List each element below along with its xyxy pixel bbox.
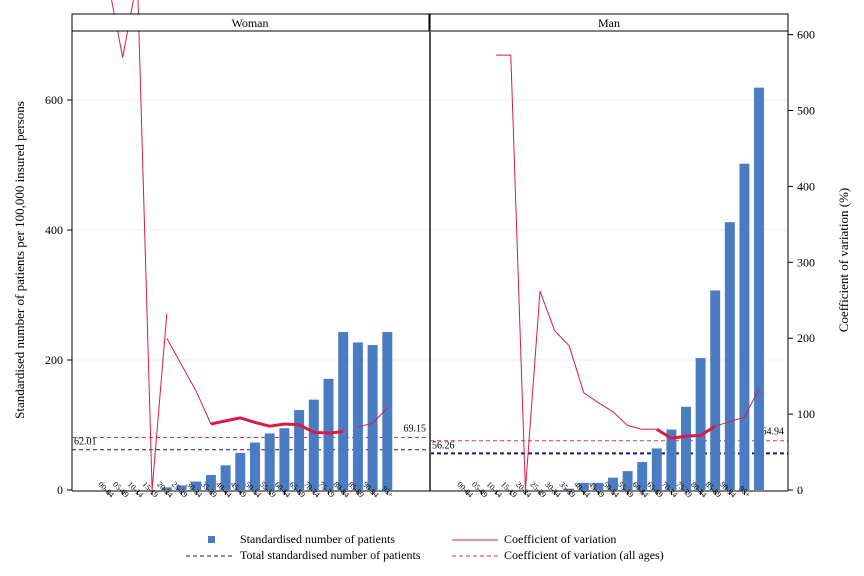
legend-bar-swatch [208, 536, 215, 543]
x-tick-label: 45-49 [229, 480, 249, 500]
bar-man [754, 87, 764, 491]
bar-woman [264, 433, 275, 490]
x-tick-label: 75-79 [317, 480, 337, 500]
left-axis-title: Standardised number of patients per 100,… [12, 101, 27, 419]
x-tick-label: 35-39 [199, 480, 219, 500]
total-label-man: 56.26 [432, 440, 455, 451]
right-tick-label: 0 [797, 483, 803, 497]
cv-line-man [715, 388, 760, 427]
left-tick-label: 0 [57, 483, 63, 497]
left-tick-label: 400 [45, 223, 63, 237]
bar-man [651, 448, 662, 490]
bar-man [710, 290, 721, 490]
legend-bars-label: Standardised number of patients [240, 532, 395, 546]
x-tick-label: 25-29 [170, 480, 190, 500]
right-tick-label: 100 [797, 407, 815, 421]
x-tick-label: 60-64 [273, 480, 293, 500]
left-tick-label: 200 [45, 353, 63, 367]
x-tick-label: 70-74 [302, 480, 322, 500]
right-tick-label: 400 [797, 179, 815, 193]
cv-line-woman [111, 0, 168, 491]
x-tick-label: 20-24 [155, 480, 175, 500]
x-tick-label: 80-84 [332, 480, 352, 500]
bar-man [637, 462, 648, 490]
panel-title-man: Man [598, 16, 620, 30]
bar-woman [176, 485, 187, 490]
bar-man [724, 222, 735, 490]
x-tick-label: 15-19 [140, 480, 160, 500]
panel-title-woman: Woman [231, 16, 268, 30]
bar-man [666, 429, 677, 490]
x-tick-label: 10-14 [126, 480, 146, 500]
x-tick-label: 40-44 [214, 480, 234, 500]
x-tick-label: 65-69 [287, 480, 307, 500]
bar-woman [235, 452, 246, 490]
left-tick-label: 600 [45, 93, 63, 107]
cv-line-woman [357, 407, 388, 428]
bar-man [695, 358, 706, 490]
cv-lines [111, 0, 760, 491]
x-tick-label: 50-54 [243, 480, 263, 500]
cv-line-thick-man [656, 424, 716, 440]
legend-cv-label: Coefficient of variation [504, 532, 616, 546]
x-tick-label: 90-94 [361, 480, 381, 500]
cv-line-man [496, 54, 657, 491]
x-tick-label: 30-34 [185, 480, 205, 500]
bar-woman [220, 465, 231, 490]
bar-man [593, 482, 604, 490]
legend-total-label: Total standardised number of patients [240, 548, 421, 562]
bar-man [608, 477, 618, 490]
right-tick-label: 500 [797, 104, 815, 118]
bar-man [564, 488, 575, 490]
bar-woman [191, 481, 202, 490]
bar-woman [367, 345, 378, 490]
reference-lines: 62.01 69.15 56.26 64.94 [72, 424, 788, 455]
x-tick-label: 00-04 [96, 480, 116, 500]
bar-man [681, 406, 691, 490]
right-tick-label: 300 [797, 255, 815, 269]
total-label-woman: 62.01 [74, 437, 97, 448]
bar-man [622, 471, 633, 490]
bar-woman [205, 475, 216, 490]
x-tick-label: 05-09 [111, 480, 131, 500]
bar-woman [352, 342, 363, 490]
legend: Standardised number of patients Coeffici… [186, 532, 664, 562]
bar-layer [161, 87, 764, 491]
bar-man [578, 482, 589, 490]
bar-woman [279, 428, 290, 490]
bar-woman [250, 442, 260, 490]
legend-cv-all-label: Coefficient of variation (all ages) [504, 548, 664, 562]
bar-woman [382, 332, 393, 490]
cv-all-label-man: 64.94 [762, 427, 785, 438]
right-tick-label: 200 [797, 331, 815, 345]
bar-man [739, 163, 750, 490]
cv-line-woman [166, 337, 212, 425]
bar-woman [308, 399, 319, 490]
right-axis-title: Coefficient of variation (%) [836, 188, 851, 333]
x-tick-label: 85-89 [346, 480, 366, 500]
panel-header-woman [71, 13, 430, 32]
right-tick-label: 600 [797, 28, 815, 42]
cv-line-thick-woman [210, 416, 344, 435]
bar-woman [161, 487, 172, 490]
bar-woman [338, 332, 349, 490]
bar-woman [294, 410, 305, 490]
x-tick-label: 55-59 [258, 480, 278, 500]
cv-all-label-woman: 69.15 [404, 424, 427, 435]
